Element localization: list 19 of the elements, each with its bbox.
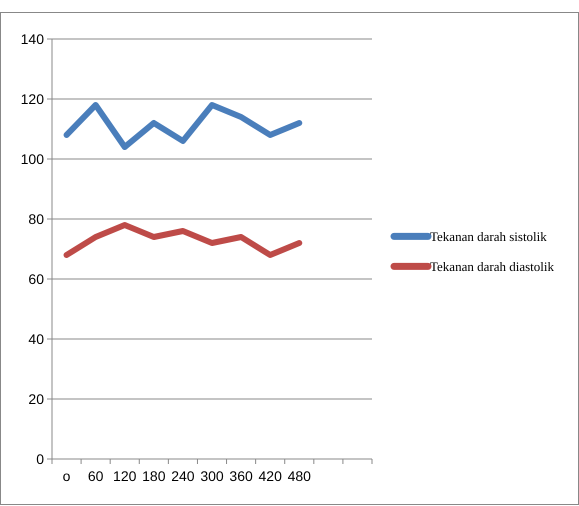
y-tick-label: 120 bbox=[20, 90, 44, 107]
y-tick-label: 100 bbox=[20, 150, 44, 167]
legend-label: Tekanan darah sistolik bbox=[430, 228, 548, 244]
y-tick-label: 140 bbox=[20, 30, 44, 47]
y-tick-label: 60 bbox=[28, 270, 44, 287]
x-tick-label: 420 bbox=[258, 468, 282, 484]
y-tick-label: 0 bbox=[36, 450, 44, 467]
x-tick-label: 180 bbox=[142, 468, 166, 484]
y-tick-label: 20 bbox=[28, 390, 44, 407]
x-tick-label: 240 bbox=[171, 468, 195, 484]
x-tick-label: 120 bbox=[113, 468, 137, 484]
y-tick-label: 80 bbox=[28, 210, 44, 227]
x-tick-label: 300 bbox=[200, 468, 224, 484]
x-tick-label: 480 bbox=[288, 468, 312, 484]
y-tick-label: 40 bbox=[28, 330, 44, 347]
x-tick-label: o bbox=[62, 468, 71, 484]
legend-label: Tekanan darah diastolik bbox=[430, 258, 554, 274]
x-tick-label: 60 bbox=[88, 468, 104, 484]
x-tick-label: 360 bbox=[229, 468, 253, 484]
